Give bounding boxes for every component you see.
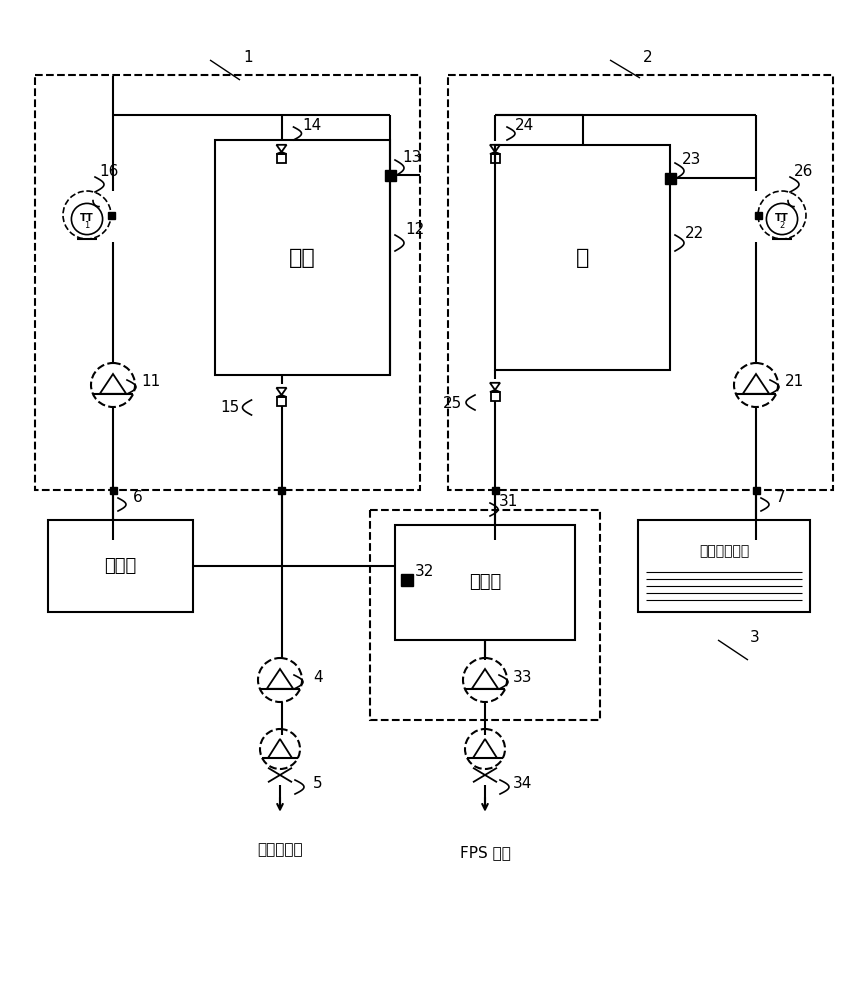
Text: 3: 3 (750, 630, 760, 645)
Text: 12: 12 (405, 223, 424, 237)
Text: 31: 31 (499, 493, 519, 508)
Text: 25: 25 (444, 396, 463, 412)
Text: 水: 水 (575, 247, 589, 267)
Bar (385, 169, 396, 180)
Text: 13: 13 (402, 149, 422, 164)
Bar (108, 212, 115, 219)
Text: TT: TT (80, 213, 94, 223)
Text: 甲醇水: 甲醇水 (469, 574, 501, 591)
Text: 2: 2 (643, 49, 653, 64)
Text: 21: 21 (785, 374, 804, 389)
Bar (448, 75, 833, 490)
Text: 6: 6 (133, 490, 143, 506)
Text: 14: 14 (302, 117, 321, 132)
Bar (395, 525, 575, 640)
Text: TT: TT (775, 213, 789, 223)
Text: 1: 1 (243, 49, 253, 64)
Text: FPS 液液: FPS 液液 (459, 846, 510, 860)
Text: 纯甲醇: 纯甲醇 (104, 557, 136, 575)
Text: 1: 1 (84, 221, 89, 230)
Bar (490, 392, 499, 401)
Bar (495, 145, 670, 370)
Bar (277, 397, 286, 406)
Bar (109, 487, 116, 493)
Bar (638, 520, 810, 612)
Text: 26: 26 (794, 164, 813, 180)
Text: 24: 24 (516, 117, 535, 132)
Bar (401, 574, 413, 586)
Bar (35, 75, 420, 490)
Bar (754, 212, 761, 219)
Text: 7: 7 (776, 490, 786, 506)
Text: 16: 16 (99, 164, 119, 180)
Bar (48, 520, 193, 612)
Bar (277, 154, 286, 163)
Bar (753, 487, 760, 493)
Text: 5: 5 (313, 776, 323, 790)
Bar (491, 487, 498, 493)
Text: 4: 4 (313, 670, 323, 684)
Bar (215, 140, 390, 375)
Bar (665, 172, 675, 184)
Bar (490, 154, 499, 163)
Bar (370, 510, 600, 720)
Text: 甲醇: 甲醇 (289, 247, 316, 267)
Text: 22: 22 (686, 226, 705, 240)
Text: 11: 11 (141, 374, 161, 389)
Text: 燃料电池水箱: 燃料电池水箱 (699, 544, 749, 558)
Text: 15: 15 (220, 399, 239, 414)
Text: 23: 23 (682, 152, 701, 167)
Text: 2: 2 (779, 221, 785, 230)
Text: 燃烧室润液: 燃烧室润液 (257, 842, 303, 857)
Text: 34: 34 (513, 776, 533, 790)
Bar (278, 487, 285, 493)
Text: 33: 33 (513, 670, 533, 684)
Text: 32: 32 (415, 564, 435, 580)
